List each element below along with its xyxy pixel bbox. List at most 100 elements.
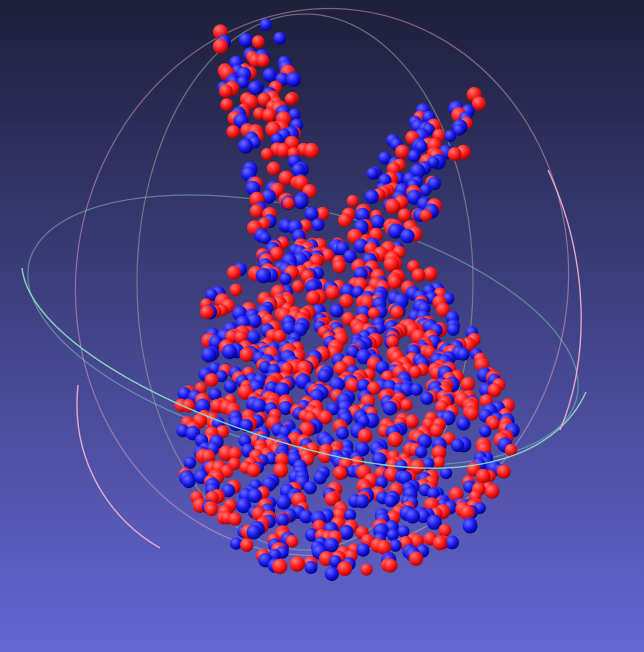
- point-blue: [276, 494, 291, 510]
- point-blue: [248, 81, 262, 96]
- point-blue: [183, 456, 197, 469]
- point-red: [411, 268, 426, 283]
- point-red: [262, 108, 277, 123]
- point-blue: [205, 288, 218, 302]
- point-blue: [355, 207, 370, 223]
- point-red: [367, 381, 381, 395]
- point-red: [419, 209, 432, 222]
- point-red: [383, 558, 398, 573]
- point-blue: [246, 313, 262, 329]
- point-red: [228, 512, 242, 526]
- point-red: [249, 204, 264, 218]
- point-blue: [439, 466, 453, 480]
- point-blue: [445, 535, 459, 550]
- point-red: [305, 290, 321, 306]
- point-red: [278, 170, 294, 186]
- point-red: [430, 423, 444, 437]
- trackball-ring-vertical-front-left: [76, 384, 161, 549]
- point-blue: [317, 369, 332, 383]
- point-red: [332, 259, 347, 274]
- point-blue: [452, 123, 465, 136]
- point-blue: [420, 391, 434, 405]
- point-blue: [405, 508, 420, 524]
- point-red: [459, 505, 475, 521]
- point-blue: [221, 344, 238, 360]
- point-blue: [400, 229, 415, 244]
- point-red: [404, 414, 419, 429]
- point-red: [200, 305, 214, 320]
- point-blue: [286, 71, 302, 88]
- point-red: [367, 307, 380, 320]
- point-blue: [274, 382, 290, 398]
- point-red: [339, 293, 354, 309]
- point-red: [431, 445, 447, 460]
- point-blue: [304, 528, 319, 542]
- point-blue: [356, 349, 372, 365]
- point-red: [346, 194, 359, 207]
- point-blue: [293, 193, 309, 210]
- point-blue: [324, 566, 339, 582]
- point-red: [338, 213, 352, 228]
- point-red: [436, 302, 450, 317]
- point-red: [487, 417, 500, 430]
- point-blue: [398, 470, 413, 485]
- point-blue: [208, 387, 222, 401]
- point-red: [383, 256, 399, 272]
- point-red: [447, 147, 462, 162]
- point-blue: [356, 543, 370, 557]
- point-blue: [313, 471, 327, 485]
- point-red: [435, 400, 449, 414]
- point-red: [289, 556, 306, 572]
- point-blue: [457, 347, 470, 361]
- point-red: [298, 421, 315, 437]
- point-red: [409, 459, 425, 475]
- point-red: [397, 208, 411, 222]
- point-red: [273, 462, 289, 478]
- point-red: [333, 465, 348, 480]
- point-blue: [336, 426, 349, 440]
- point-red: [246, 463, 261, 478]
- point-blue: [479, 425, 492, 438]
- point-red: [408, 551, 424, 566]
- point-blue: [299, 509, 313, 524]
- point-blue: [394, 459, 408, 473]
- point-blue: [246, 330, 261, 344]
- point-blue: [304, 206, 319, 221]
- point-blue: [426, 514, 442, 530]
- point-blue: [194, 398, 211, 414]
- point-red: [357, 428, 373, 444]
- point-red: [226, 265, 241, 280]
- point-red: [504, 443, 518, 457]
- point-blue: [259, 232, 271, 244]
- point-blue: [370, 214, 385, 230]
- point-red: [212, 38, 228, 54]
- point-red: [291, 280, 305, 293]
- point-blue: [444, 130, 457, 142]
- point-red: [228, 447, 242, 461]
- point-cloud[interactable]: [174, 18, 520, 582]
- point-blue: [247, 488, 262, 503]
- point-blue: [397, 525, 410, 538]
- point-red: [220, 98, 234, 111]
- point-blue: [364, 189, 379, 204]
- point-blue: [251, 398, 267, 414]
- point-blue: [278, 401, 293, 416]
- point-red: [321, 248, 335, 262]
- point-blue: [410, 383, 423, 396]
- point-red: [395, 144, 410, 159]
- point-red: [204, 373, 219, 387]
- trackball-ring-side-back: [136, 13, 474, 551]
- point-red: [265, 121, 281, 137]
- point-blue: [221, 483, 236, 498]
- point-blue: [387, 223, 403, 239]
- point-red: [226, 125, 240, 139]
- point-red: [234, 330, 248, 344]
- point-blue: [419, 184, 432, 196]
- point-blue: [303, 481, 317, 495]
- point-blue: [343, 249, 357, 264]
- point-blue: [338, 524, 354, 540]
- point-blue: [416, 509, 431, 523]
- point-red: [460, 377, 475, 392]
